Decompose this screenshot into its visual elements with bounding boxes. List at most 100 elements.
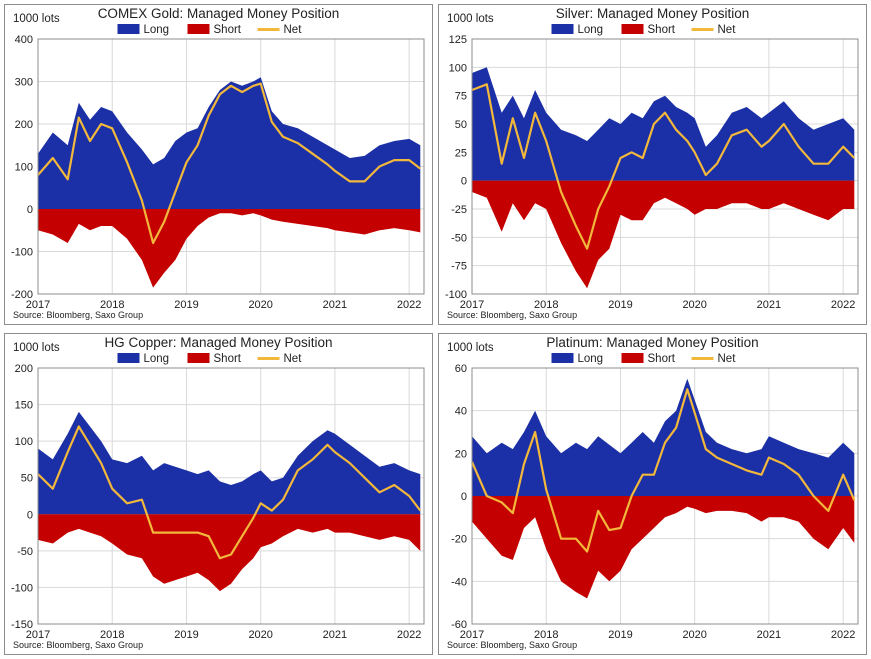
y-tick-label: -200 [11, 289, 33, 301]
plot-frame [471, 38, 859, 295]
x-tick-label: 2018 [100, 299, 124, 311]
legend-swatch-net [691, 357, 714, 360]
y-tick-label: 75 [455, 91, 467, 103]
series-long-area [472, 378, 855, 496]
legend-swatch-short [621, 24, 644, 34]
series-short-area [472, 180, 855, 289]
y-tick-label: -25 [451, 204, 467, 216]
y-tick-label: -50 [451, 232, 467, 244]
y-tick-label: 0 [27, 204, 33, 216]
legend-label-long: Long [578, 353, 604, 365]
y-tick-label: 0 [461, 176, 467, 188]
platinum-panel: -60 -40 -20 0 20 40 60 2017 2018 2019 2020 2021 2022… [438, 333, 867, 655]
chart-title: Platinum: Managed Money Position [546, 335, 758, 350]
legend-label-net: Net [284, 353, 303, 365]
legend-swatch-net [257, 357, 280, 360]
legend-label-net: Net [284, 24, 303, 36]
x-tick-label: 2019 [608, 629, 632, 641]
legend-swatch-long [551, 24, 574, 34]
x-tick-label: 2020 [248, 299, 272, 311]
unit-label: 1000 lots [13, 342, 60, 354]
x-tick-label: 2018 [100, 629, 124, 641]
x-tick-label: 2020 [682, 299, 706, 311]
series-net-line [470, 388, 856, 553]
x-tick-label: 2019 [174, 299, 198, 311]
y-tick-label: 0 [27, 509, 33, 521]
x-tick-label: 2021 [757, 629, 781, 641]
chart-svg: -200 -100 0 100 200 300 400 2017 2018 2019 2020 202… [11, 6, 425, 320]
chart-title: HG Copper: Managed Money Position [104, 335, 332, 350]
legend-swatch-short [187, 353, 210, 363]
x-tick-label: 2017 [460, 299, 484, 311]
y-tick-label: 200 [15, 119, 33, 131]
legend-swatch-long [117, 24, 140, 34]
source-note: Source: Bloomberg, Saxo Group [13, 640, 143, 650]
legend-label-short: Short [648, 24, 676, 36]
x-tick-label: 2022 [397, 299, 421, 311]
x-tick-label: 2018 [534, 299, 558, 311]
series-net-line [471, 83, 856, 250]
series-net-line [37, 425, 422, 560]
series-short-area [38, 209, 421, 288]
series-net-line [37, 82, 421, 245]
plot-frame [37, 367, 425, 625]
legend-label-long: Long [144, 353, 170, 365]
hg-copper-panel: -150 -100 -50 0 50 100 150 200 2017 2018 2019 2020 2… [4, 333, 433, 655]
y-tick-label: -150 [11, 619, 33, 631]
y-tick-label: 400 [15, 34, 33, 46]
y-tick-label: -20 [451, 534, 467, 546]
y-tick-label: -50 [17, 546, 33, 558]
x-tick-label: 2020 [248, 629, 272, 641]
silver-panel: -100 -75 -50 -25 0 25 50 75 100 125 2017 2018 2019 20… [438, 4, 867, 325]
y-tick-label: -75 [451, 261, 467, 273]
unit-label: 1000 lots [447, 13, 494, 25]
x-tick-label: 2021 [323, 299, 347, 311]
unit-label: 1000 lots [13, 13, 60, 25]
y-tick-label: 20 [455, 448, 467, 460]
x-tick-label: 2017 [26, 299, 50, 311]
x-tick-label: 2019 [608, 299, 632, 311]
y-tick-label: -100 [445, 289, 467, 301]
y-tick-label: 100 [449, 62, 467, 74]
legend-label-net: Net [718, 353, 737, 365]
y-tick-label: -100 [11, 582, 33, 594]
y-tick-label: 60 [455, 363, 467, 375]
x-tick-label: 2020 [682, 629, 706, 641]
comex-gold-panel: -200 -100 0 100 200 300 400 2017 2018 2019 2020 202… [4, 4, 433, 325]
chart-title: Silver: Managed Money Position [556, 6, 750, 21]
y-tick-label: 100 [15, 436, 33, 448]
x-tick-label: 2022 [397, 629, 421, 641]
source-note: Source: Bloomberg, Saxo Group [447, 640, 577, 650]
legend-label-long: Long [578, 24, 604, 36]
legend-swatch-long [551, 353, 574, 363]
y-tick-label: -100 [11, 247, 33, 259]
chart-title: COMEX Gold: Managed Money Position [98, 6, 340, 21]
y-tick-label: 150 [15, 400, 33, 412]
legend-swatch-net [257, 28, 280, 31]
x-tick-label: 2021 [757, 299, 781, 311]
source-note: Source: Bloomberg, Saxo Group [447, 310, 577, 320]
chart-svg: -60 -40 -20 0 20 40 60 2017 2018 2019 2020 2021 2022… [447, 335, 859, 650]
y-tick-label: 200 [15, 363, 33, 375]
x-tick-label: 2021 [323, 629, 347, 641]
legend-label-long: Long [144, 24, 170, 36]
source-note: Source: Bloomberg, Saxo Group [13, 310, 143, 320]
y-tick-label: 100 [15, 162, 33, 174]
unit-label: 1000 lots [447, 342, 494, 354]
legend-swatch-short [621, 353, 644, 363]
legend-swatch-long [117, 353, 140, 363]
series-long-area [472, 67, 855, 181]
chart-svg: -150 -100 -50 0 50 100 150 200 2017 2018 2019 2020 2… [11, 335, 425, 650]
series-long-area [38, 411, 421, 515]
x-tick-label: 2017 [26, 629, 50, 641]
series-short-area [472, 496, 855, 599]
legend-swatch-short [187, 24, 210, 34]
y-tick-label: 50 [21, 473, 33, 485]
x-tick-label: 2022 [831, 629, 855, 641]
y-tick-label: -40 [451, 576, 467, 588]
legend-label-short: Short [214, 353, 242, 365]
y-tick-label: 40 [455, 406, 467, 418]
y-tick-label: 0 [461, 491, 467, 503]
x-tick-label: 2019 [174, 629, 198, 641]
